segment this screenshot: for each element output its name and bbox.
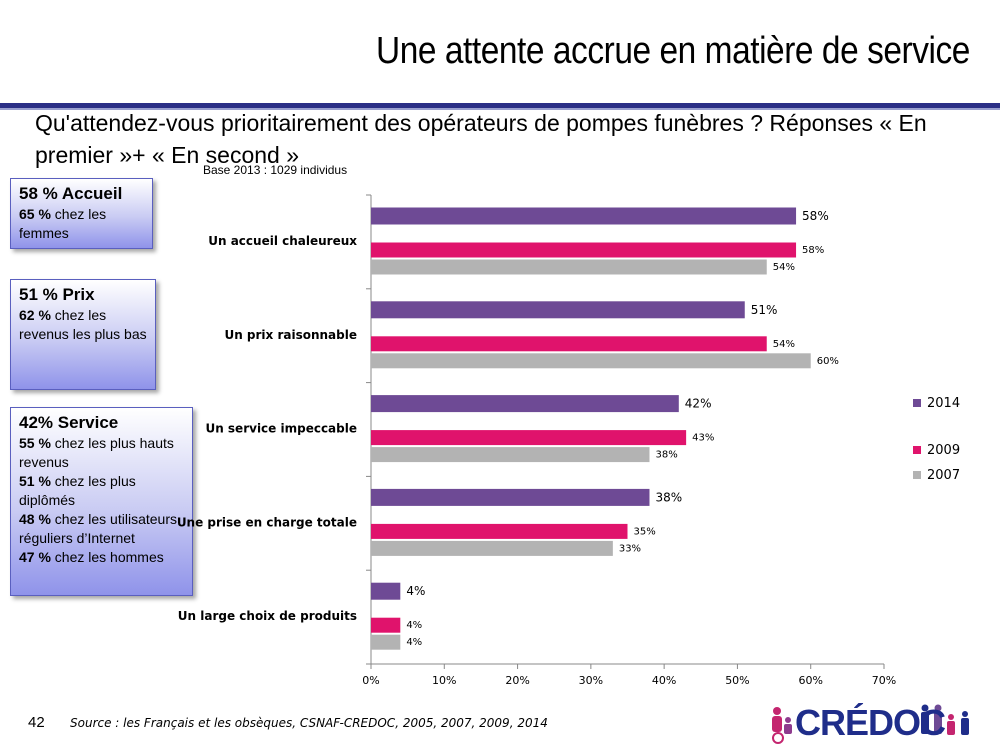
bar-2009	[371, 617, 401, 633]
data-label-2009: 58%	[802, 245, 824, 256]
x-tick-label: 40%	[652, 674, 676, 687]
legend-item-2014: 2014	[913, 396, 960, 411]
x-tick-label: 20%	[505, 674, 529, 687]
legend-item-2007: 2007	[913, 468, 960, 483]
bar-2009	[371, 430, 687, 446]
prix-callout-heading: 51 % Prix	[19, 285, 95, 304]
prix-callout: 51 % Prix 62 % chez les revenus les plus…	[10, 279, 156, 390]
bar-2007	[371, 353, 811, 369]
data-label-2014: 38%	[655, 490, 682, 504]
accueil-callout: 58 % Accueil 65 % chez les femmes	[10, 178, 153, 249]
data-label-2007: 54%	[773, 262, 795, 273]
x-tick-label: 0%	[362, 674, 379, 687]
service-callout-line: 47 % chez les hommes	[19, 549, 164, 565]
title-rule-light	[0, 108, 1000, 110]
service-callout: 42% Service 55 % chez les plus hauts rev…	[10, 407, 193, 596]
service-callout-line: 48 % chez les utilisateurs réguliers d’I…	[19, 511, 177, 546]
accueil-callout-line: 65 % chez les femmes	[19, 206, 107, 241]
category-label: Une prise en charge totale	[177, 515, 357, 529]
service-callout-heading: 42% Service	[19, 413, 119, 432]
logo-wordmark: CRÉDOC	[795, 702, 946, 743]
data-label-2009: 35%	[634, 526, 656, 537]
x-tick-label: 50%	[725, 674, 749, 687]
x-tick-label: 30%	[579, 674, 603, 687]
page-number: 42	[28, 714, 45, 731]
legend-swatch-2009	[913, 446, 921, 454]
accueil-callout-heading: 58 % Accueil	[19, 184, 123, 203]
x-tick-label: 10%	[432, 674, 456, 687]
category-label: Un large choix de produits	[178, 609, 357, 623]
logo-figures-left	[772, 707, 792, 744]
data-label-2007: 33%	[619, 543, 641, 554]
bar-2014	[371, 582, 401, 600]
legend-swatch-2007	[913, 471, 921, 479]
prix-callout-line: 62 % chez les revenus les plus bas	[19, 307, 147, 342]
bar-2007	[371, 447, 650, 463]
data-label-2014: 42%	[685, 397, 712, 411]
bar-2009	[371, 336, 767, 352]
bar-2009	[371, 523, 628, 539]
source-note: Source : les Français et les obsèques, C…	[70, 716, 548, 730]
service-callout-line: 51 % chez les plus diplômés	[19, 473, 136, 508]
data-label-2014: 4%	[406, 584, 425, 598]
data-label-2014: 51%	[751, 303, 778, 317]
data-label-2007: 38%	[655, 450, 677, 461]
service-callout-line: 55 % chez les plus hauts revenus	[19, 435, 174, 470]
credoc-logo	[772, 704, 969, 744]
slide-title: Une attente accrue en matière de service	[376, 30, 970, 72]
data-label-2007: 60%	[817, 356, 839, 367]
category-label: Un prix raisonnable	[224, 328, 357, 342]
bar-2007	[371, 259, 767, 275]
category-label: Un service impeccable	[205, 422, 357, 436]
data-label-2009: 4%	[406, 620, 422, 631]
logo-figures-right	[921, 704, 969, 735]
bar-2014	[371, 301, 745, 319]
bar-2014	[371, 395, 679, 413]
sample-base: Base 2013 : 1029 individus	[203, 163, 348, 177]
legend-item-2009: 2009	[913, 443, 960, 458]
title-rule	[0, 103, 1000, 108]
data-label-2009: 43%	[692, 433, 714, 444]
bar-2014	[371, 488, 650, 506]
survey-question: Qu'attendez-vous prioritairement des opé…	[35, 110, 927, 168]
bar-2007	[371, 634, 401, 650]
bar-2014	[371, 207, 797, 225]
data-label-2007: 4%	[406, 637, 422, 648]
x-tick-label: 60%	[798, 674, 822, 687]
category-label: Un accueil chaleureux	[208, 234, 357, 248]
x-tick-label: 70%	[872, 674, 896, 687]
bar-2007	[371, 540, 613, 556]
data-label-2014: 58%	[802, 209, 829, 223]
legend-swatch-2014	[913, 399, 921, 407]
bar-2009	[371, 242, 797, 258]
data-label-2009: 54%	[773, 339, 795, 350]
